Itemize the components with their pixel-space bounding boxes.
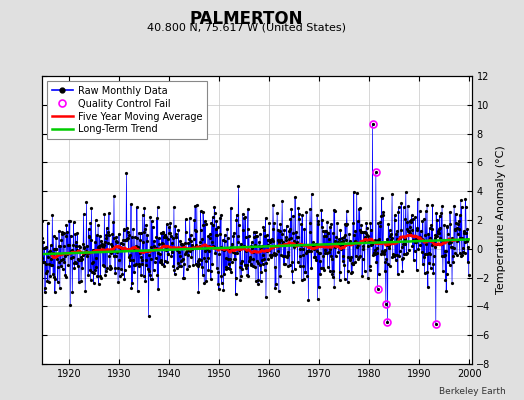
Legend: Raw Monthly Data, Quality Control Fail, Five Year Moving Average, Long-Term Tren: Raw Monthly Data, Quality Control Fail, … (47, 81, 208, 139)
Text: Berkeley Earth: Berkeley Earth (439, 387, 506, 396)
Y-axis label: Temperature Anomaly (°C): Temperature Anomaly (°C) (496, 146, 506, 294)
Text: 40.800 N, 75.617 W (United States): 40.800 N, 75.617 W (United States) (147, 22, 346, 32)
Text: PALMERTON: PALMERTON (190, 10, 303, 28)
